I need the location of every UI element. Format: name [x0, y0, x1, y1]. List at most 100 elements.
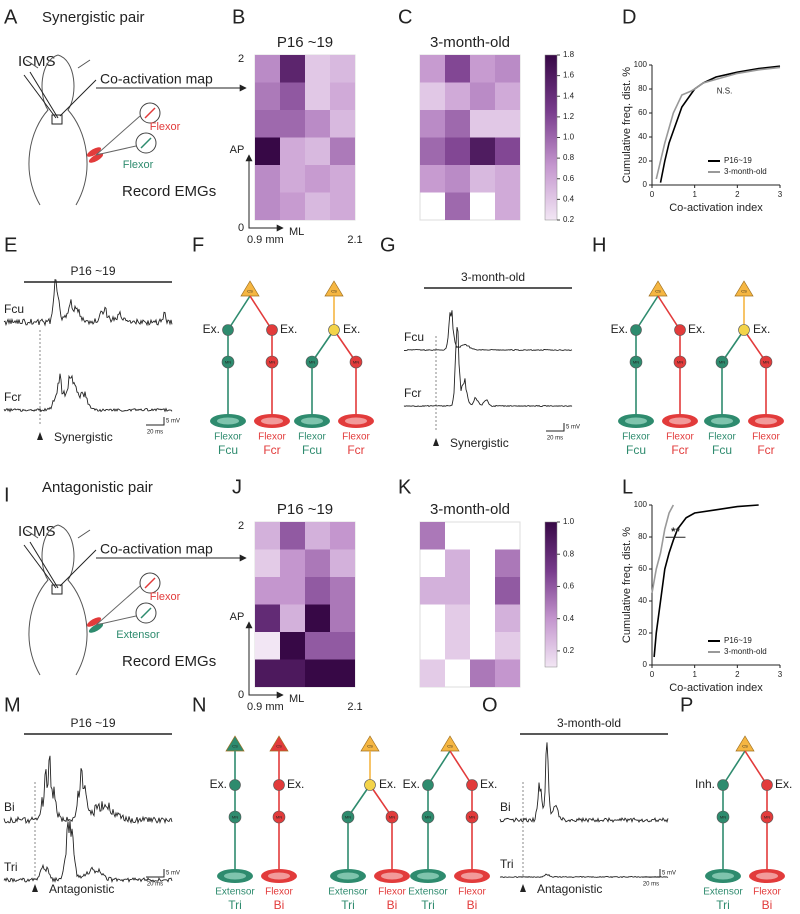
- label: Flexor: [150, 121, 181, 133]
- label: Co-activation index: [669, 682, 763, 694]
- electrode: [29, 541, 59, 589]
- label: 5 mV: [166, 871, 180, 877]
- label: Bi: [274, 898, 285, 912]
- label: P16 ~19: [70, 264, 115, 278]
- motor-neuron: [759, 355, 773, 369]
- label: Flexor: [214, 432, 242, 443]
- label: 1.4: [563, 91, 575, 100]
- label: Antagonistic pair: [42, 479, 153, 496]
- neuron: [738, 324, 750, 336]
- label: H: [592, 234, 606, 256]
- label: J: [232, 476, 242, 498]
- label: **: [671, 526, 680, 538]
- heat-cell: [255, 577, 280, 605]
- label: Fcr: [671, 443, 688, 457]
- label: P: [680, 694, 693, 716]
- label: Flexor: [753, 887, 781, 898]
- label: MN: [677, 360, 683, 365]
- heat-cell: [255, 137, 280, 165]
- label: 0: [650, 190, 655, 199]
- label: 0: [650, 670, 655, 679]
- motor-neuron: [760, 810, 774, 824]
- label: ML: [289, 693, 304, 705]
- label: 100: [634, 500, 648, 509]
- label: Inh.: [695, 777, 715, 791]
- motor-neuron: [341, 810, 355, 824]
- label: ML: [289, 226, 304, 238]
- label: Co-activation map: [100, 541, 213, 557]
- label: Ex.: [203, 322, 220, 336]
- scale-bar: [642, 869, 661, 878]
- label: Extensor: [116, 629, 160, 641]
- label: 1.0: [563, 133, 575, 142]
- lead: [95, 585, 141, 626]
- label: 100: [634, 60, 648, 69]
- motor-neuron: [385, 810, 399, 824]
- heat-cell: [470, 110, 495, 138]
- heat-cell: [495, 110, 520, 138]
- heat-cell: [445, 577, 470, 605]
- heat-cell: [305, 604, 330, 632]
- cdf-line: [655, 66, 781, 180]
- heat-cell: [330, 577, 355, 605]
- label: MN: [425, 815, 431, 820]
- label: 5 mV: [662, 871, 676, 877]
- label: MN: [269, 360, 275, 365]
- emg-trace: [3, 373, 173, 413]
- neuron: [630, 324, 642, 336]
- label: 0.6: [563, 582, 575, 591]
- label: M: [4, 694, 21, 716]
- label: A: [4, 6, 18, 28]
- label: K: [398, 476, 412, 498]
- label: 1.0: [563, 517, 575, 526]
- emg-trace: [3, 755, 173, 825]
- label: Antagonistic: [537, 882, 602, 896]
- heat-cell: [255, 549, 280, 577]
- label: Flexor: [458, 887, 486, 898]
- label: C: [398, 6, 412, 28]
- neuron: [273, 779, 285, 791]
- label: 20 ms: [147, 430, 163, 436]
- muscle-inner: [712, 872, 734, 880]
- stim-arrow: [37, 432, 43, 440]
- motor-neuron: [421, 810, 435, 824]
- heat-cell: [495, 549, 520, 577]
- label: Ex.: [775, 777, 792, 791]
- heat-cell: [495, 192, 520, 220]
- heat-cell: [445, 137, 470, 165]
- heat-cell: [445, 604, 470, 632]
- label: Synergistic: [54, 430, 113, 444]
- heat-cell: [420, 659, 445, 687]
- label: MN: [345, 815, 351, 820]
- heat-cell: [255, 522, 280, 550]
- motor-neuron: [465, 810, 479, 824]
- heat-cell: [495, 659, 520, 687]
- label: Ex.: [753, 322, 770, 336]
- heat-cell: [305, 165, 330, 193]
- label: 0.8: [563, 549, 575, 558]
- label: 80: [638, 532, 647, 541]
- heat-cell: [280, 549, 305, 577]
- label: 3-month-old: [557, 716, 621, 730]
- heat-cell: [445, 82, 470, 110]
- motor-neuron: [305, 355, 319, 369]
- muscle-inner: [756, 872, 778, 880]
- label: Flexor: [258, 432, 286, 443]
- connection: [744, 750, 768, 786]
- map-arrow: [59, 79, 97, 117]
- label: N: [192, 694, 206, 716]
- heat-cell: [280, 522, 305, 550]
- label: 2.1: [347, 701, 362, 713]
- label: 60: [638, 564, 647, 573]
- connection: [227, 295, 251, 331]
- label: CS: [447, 744, 453, 749]
- label: Ex.: [611, 322, 628, 336]
- label: 2.1: [347, 234, 362, 246]
- electrode: [23, 74, 57, 119]
- label: 1.8: [563, 50, 575, 59]
- motor-neuron: [228, 810, 242, 824]
- label: Ex.: [403, 777, 420, 791]
- label: MN: [764, 815, 770, 820]
- heat-cell: [495, 82, 520, 110]
- connection: [721, 329, 745, 363]
